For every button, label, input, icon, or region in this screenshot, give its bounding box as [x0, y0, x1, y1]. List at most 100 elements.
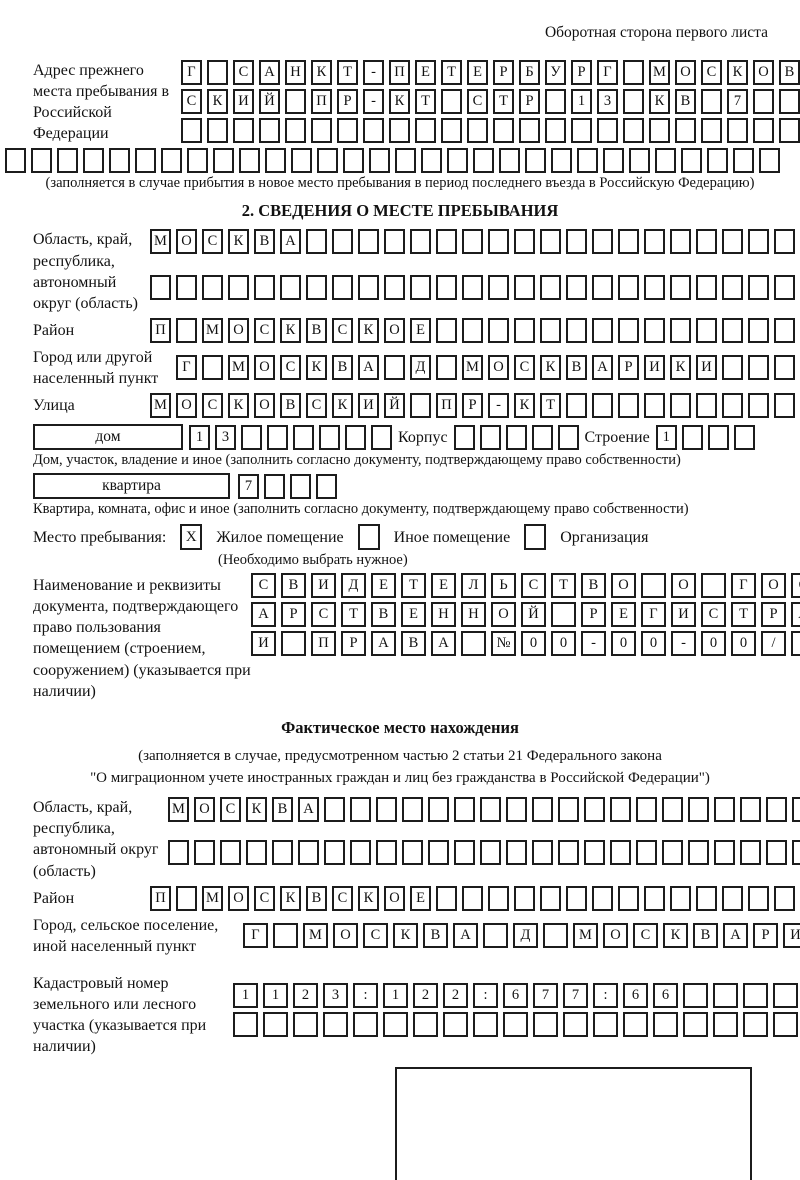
char-cell[interactable] — [220, 840, 241, 866]
char-cell[interactable] — [696, 317, 717, 343]
char-cell[interactable] — [566, 275, 587, 301]
char-cell[interactable]: К — [228, 393, 249, 419]
char-cell[interactable]: В — [423, 923, 448, 949]
char-cell[interactable] — [454, 840, 475, 866]
char-cell[interactable] — [670, 317, 691, 343]
char-cell[interactable] — [479, 424, 501, 450]
char-cell[interactable] — [443, 1011, 468, 1037]
char-cell[interactable] — [462, 229, 483, 255]
char-cell[interactable]: Т — [441, 60, 462, 85]
char-cell[interactable]: Р — [618, 355, 639, 381]
char-cell[interactable] — [727, 118, 748, 143]
char-cell[interactable]: 0 — [521, 631, 546, 657]
char-cell[interactable]: К — [311, 60, 332, 85]
char-cell[interactable] — [753, 89, 774, 114]
char-cell[interactable]: Т — [401, 573, 426, 599]
char-cell[interactable]: Е — [410, 317, 431, 343]
char-cell[interactable]: О — [384, 885, 405, 911]
char-cell[interactable]: - — [363, 60, 384, 85]
char-cell[interactable] — [722, 355, 743, 381]
char-cell[interactable] — [436, 885, 457, 911]
char-cell[interactable] — [566, 393, 587, 419]
char-cell[interactable] — [623, 118, 644, 143]
char-cell[interactable] — [514, 275, 535, 301]
char-cell[interactable] — [505, 424, 527, 450]
char-cell[interactable] — [376, 840, 397, 866]
char-cell[interactable] — [696, 393, 717, 419]
char-cell[interactable]: А — [453, 923, 478, 949]
char-cell[interactable] — [83, 148, 104, 174]
char-cell[interactable] — [267, 424, 288, 450]
char-cell[interactable] — [254, 275, 275, 301]
char-cell[interactable] — [670, 229, 691, 255]
char-cell[interactable] — [779, 118, 800, 143]
char-cell[interactable] — [467, 118, 488, 143]
char-cell[interactable] — [779, 89, 800, 114]
char-cell[interactable] — [413, 1011, 438, 1037]
char-cell[interactable]: В — [280, 393, 301, 419]
char-cell[interactable]: М — [649, 60, 670, 85]
checkbox-organization[interactable] — [524, 524, 547, 551]
char-cell[interactable] — [281, 631, 306, 657]
char-cell[interactable] — [610, 840, 631, 866]
char-cell[interactable]: : — [473, 982, 498, 1008]
char-cell[interactable] — [748, 355, 769, 381]
char-cell[interactable] — [670, 393, 691, 419]
char-cell[interactable]: - — [363, 89, 384, 114]
char-cell[interactable] — [563, 1011, 588, 1037]
char-cell[interactable]: 1 — [655, 424, 677, 450]
char-cell[interactable]: О — [611, 573, 636, 599]
char-cell[interactable] — [316, 473, 337, 499]
char-cell[interactable]: И — [671, 602, 696, 628]
char-cell[interactable] — [298, 840, 319, 866]
char-cell[interactable] — [681, 148, 702, 174]
char-cell[interactable] — [701, 118, 722, 143]
char-cell[interactable] — [740, 840, 761, 866]
char-cell[interactable] — [696, 885, 717, 911]
char-cell[interactable] — [259, 118, 280, 143]
char-cell[interactable]: О — [671, 573, 696, 599]
char-cell[interactable] — [488, 885, 509, 911]
char-cell[interactable]: В — [566, 355, 587, 381]
char-cell[interactable]: К — [332, 393, 353, 419]
char-cell[interactable] — [610, 797, 631, 823]
char-cell[interactable]: Ь — [491, 573, 516, 599]
char-cell[interactable] — [285, 89, 306, 114]
char-cell[interactable] — [618, 317, 639, 343]
char-cell[interactable] — [722, 885, 743, 911]
char-cell[interactable] — [213, 148, 234, 174]
char-cell[interactable] — [176, 317, 197, 343]
char-cell[interactable] — [551, 148, 572, 174]
char-cell[interactable]: Р — [493, 60, 514, 85]
char-cell[interactable] — [506, 797, 527, 823]
char-cell[interactable] — [410, 229, 431, 255]
char-cell[interactable]: Е — [410, 885, 431, 911]
char-cell[interactable]: М — [228, 355, 249, 381]
char-cell[interactable] — [603, 148, 624, 174]
char-cell[interactable] — [462, 275, 483, 301]
char-cell[interactable] — [688, 840, 709, 866]
char-cell[interactable]: А — [298, 797, 319, 823]
char-cell[interactable] — [345, 424, 366, 450]
char-cell[interactable] — [774, 229, 795, 255]
char-cell[interactable] — [207, 118, 228, 143]
char-cell[interactable]: Е — [371, 573, 396, 599]
char-cell[interactable] — [441, 89, 462, 114]
char-cell[interactable]: М — [202, 885, 223, 911]
char-cell[interactable]: 0 — [731, 631, 756, 657]
char-cell[interactable] — [774, 317, 795, 343]
char-cell[interactable] — [558, 797, 579, 823]
char-cell[interactable] — [623, 89, 644, 114]
char-cell[interactable] — [592, 229, 613, 255]
char-cell[interactable] — [350, 840, 371, 866]
char-cell[interactable]: Р — [341, 631, 366, 657]
char-cell[interactable] — [233, 118, 254, 143]
char-cell[interactable]: В — [371, 602, 396, 628]
char-cell[interactable]: И — [783, 923, 800, 949]
char-cell[interactable] — [461, 631, 486, 657]
char-cell[interactable] — [584, 797, 605, 823]
char-cell[interactable] — [135, 148, 156, 174]
char-cell[interactable] — [696, 275, 717, 301]
char-cell[interactable] — [202, 275, 223, 301]
char-cell[interactable]: Д — [410, 355, 431, 381]
